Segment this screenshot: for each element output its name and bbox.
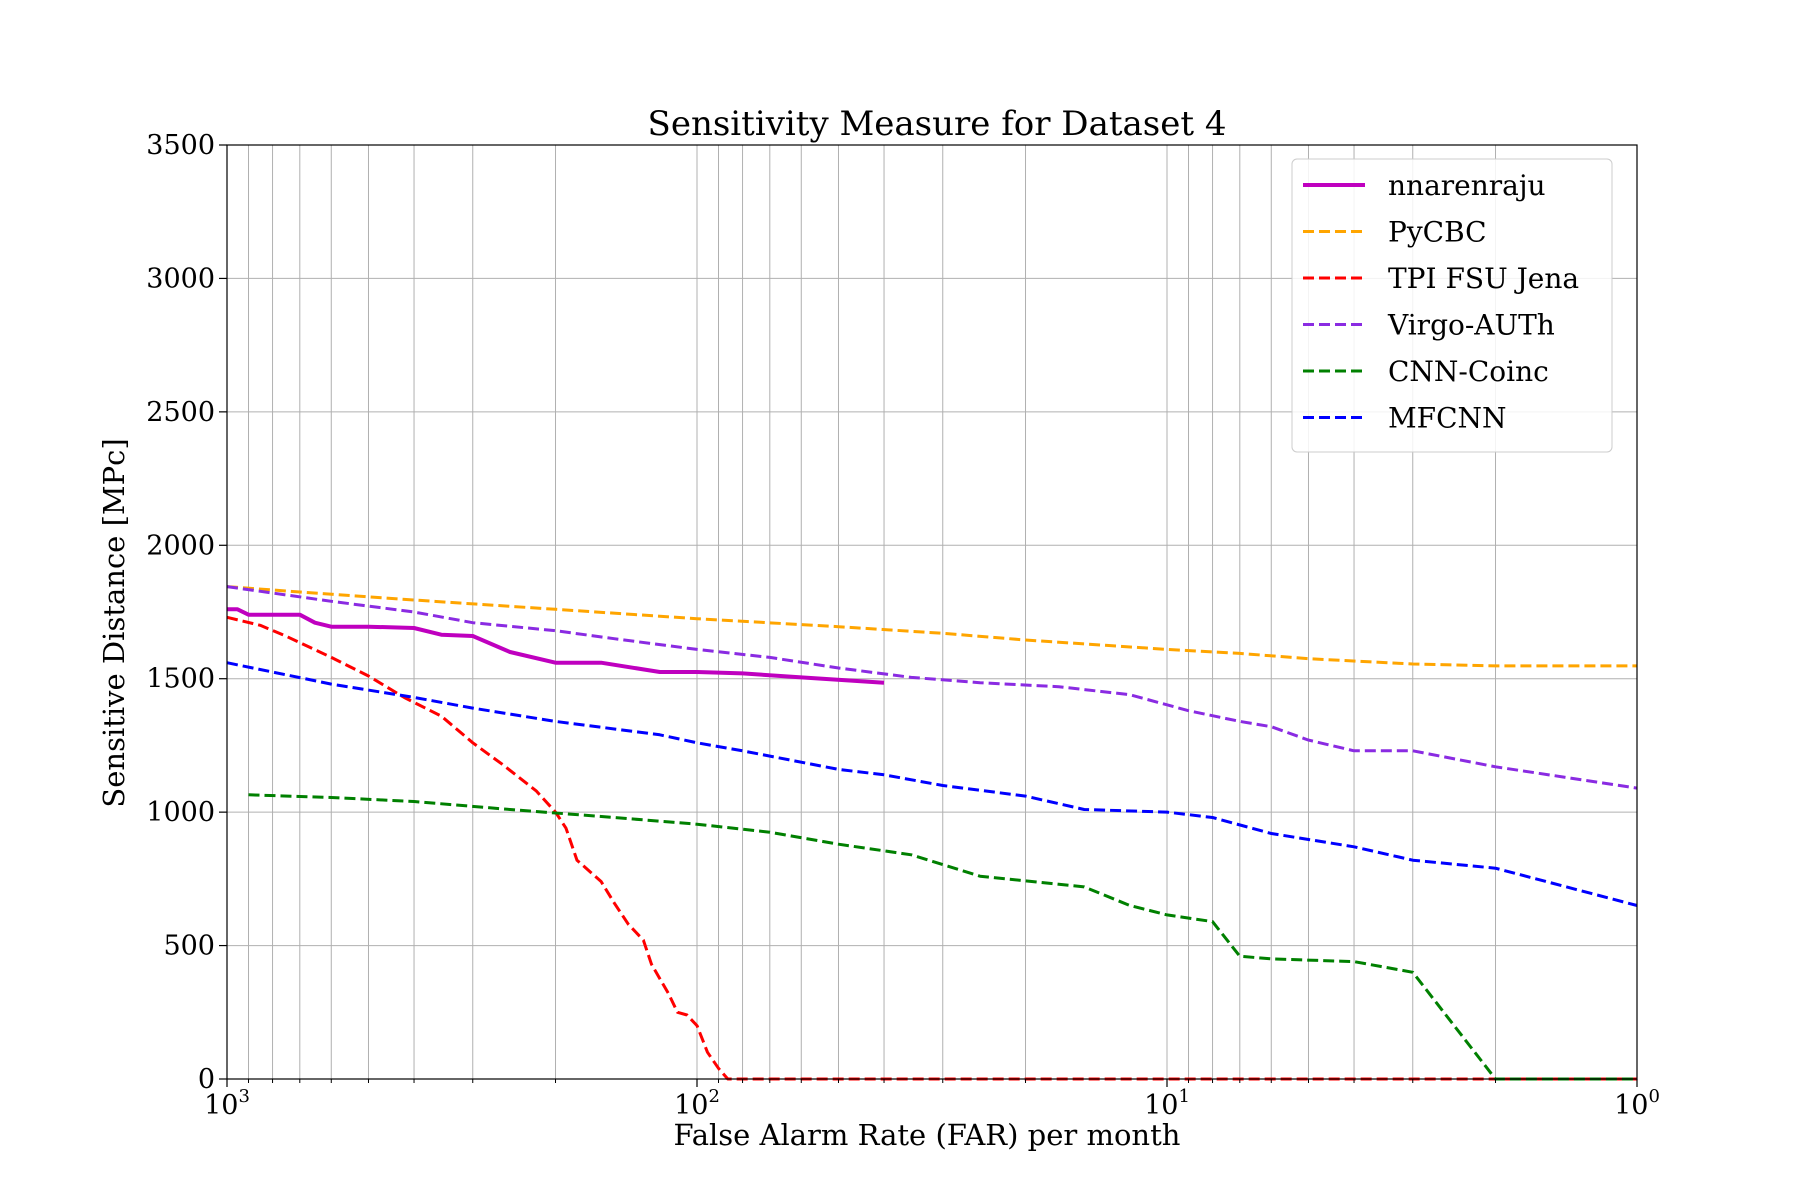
- chart-title: Sensitivity Measure for Dataset 4: [648, 104, 1227, 144]
- y-tick-label: 1000: [146, 797, 215, 828]
- series-layer: [226, 585, 1638, 1081]
- y-tick-label: 2500: [146, 397, 215, 428]
- x-tick-label: 101: [1144, 1086, 1190, 1121]
- x-tick-label: 100: [1614, 1086, 1660, 1121]
- legend-box: [1291, 158, 1613, 453]
- y-tick-label: 3500: [146, 130, 215, 161]
- plot-frame: [226, 144, 1638, 1080]
- x-axis-label: False Alarm Rate (FAR) per month: [674, 1118, 1181, 1152]
- legend-label: nnarenraju: [1388, 169, 1546, 202]
- legend-label: PyCBC: [1388, 216, 1487, 249]
- series-line-virgo-auth: [226, 585, 1638, 790]
- legend-label: Virgo-AUTh: [1387, 309, 1555, 342]
- legend-label: MFCNN: [1388, 402, 1507, 435]
- x-tick-label: 103: [204, 1086, 250, 1121]
- y-axis-label: Sensitive Distance [MPc]: [97, 438, 131, 807]
- legend-label: CNN-Coinc: [1388, 355, 1549, 388]
- series-line-tpi-fsu-jena: [226, 615, 1637, 1081]
- y-tick-label: 0: [198, 1064, 215, 1095]
- x-tick-label: 102: [674, 1086, 720, 1121]
- y-tick-label: 3000: [146, 263, 215, 294]
- y-tick-label: 1500: [146, 664, 215, 695]
- y-tick-label: 500: [163, 931, 215, 962]
- series-line-pycbc: [226, 585, 1637, 668]
- series-line-nnarenraju: [227, 607, 885, 685]
- series-line-cnn-coinc: [248, 793, 1637, 1081]
- legend: nnarenraju PyCBC TPI FSU Jena Virgo-AUTh CNN…: [1291, 158, 1613, 453]
- legend-label: TPI FSU Jena: [1388, 262, 1579, 295]
- y-tick-label: 2000: [146, 530, 215, 561]
- series-line-mfcnn: [226, 661, 1638, 907]
- ticks: 0 500 1000 1500 2000 2500 3000 3500 103 102 101 100: [146, 130, 1660, 1121]
